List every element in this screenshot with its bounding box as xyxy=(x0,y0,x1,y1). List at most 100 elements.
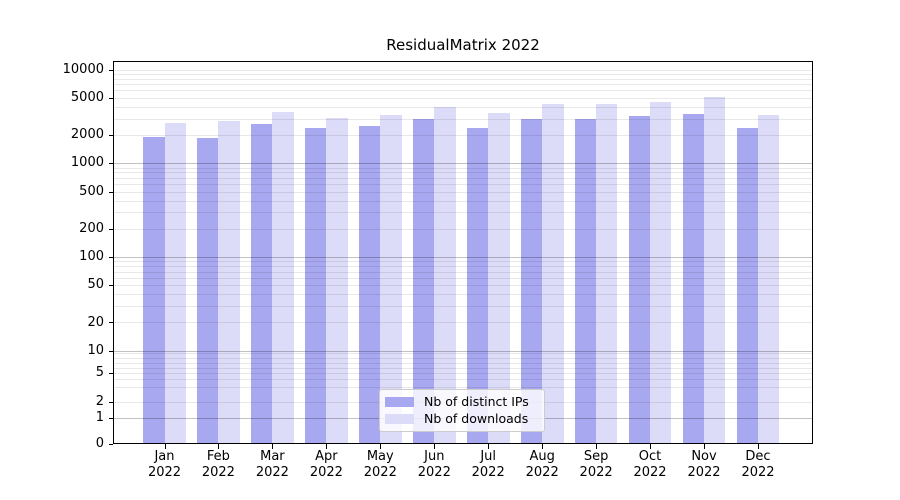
bar-downloads-sep xyxy=(596,104,618,444)
x-tick-month: Dec xyxy=(745,449,771,464)
legend: Nb of distinct IPs Nb of downloads xyxy=(379,389,545,432)
x-tick-label-jan-2022: Jan 2022 xyxy=(137,449,193,480)
x-tick-nov xyxy=(704,444,705,449)
gridline xyxy=(114,135,812,136)
x-tick-label-dec-2022: Dec 2022 xyxy=(730,449,786,480)
bar-distinct-ips-dec xyxy=(736,127,758,444)
bar-distinct-ips-jun xyxy=(412,118,435,444)
bar-downloads-oct xyxy=(650,102,672,444)
gridline xyxy=(114,212,812,213)
x-tick-label-jun-2022: Jun 2022 xyxy=(406,449,462,480)
x-tick-label-nov-2022: Nov 2022 xyxy=(676,449,732,480)
y-tick-label-50: 50 xyxy=(87,277,104,293)
y-tick-200 xyxy=(109,229,113,230)
x-tick-month: May xyxy=(366,449,394,464)
y-tick-label-10000: 10000 xyxy=(62,61,104,77)
x-tick-jan xyxy=(165,444,166,449)
gridline xyxy=(114,368,812,369)
y-tick-label-0: 0 xyxy=(95,435,104,451)
gridline xyxy=(114,306,812,307)
bar-downloads-mar xyxy=(272,112,294,444)
x-tick-month: Jul xyxy=(480,449,497,464)
x-tick-month: Feb xyxy=(206,449,230,464)
x-tick-label-apr-2022: Apr 2022 xyxy=(298,449,354,480)
bar-distinct-ips-oct xyxy=(628,116,651,444)
gridline xyxy=(114,229,812,230)
y-tick-2000 xyxy=(109,135,113,136)
x-tick-month: Nov xyxy=(691,449,717,464)
x-tick-jul xyxy=(488,444,489,449)
legend-label-downloads: Nb of downloads xyxy=(424,411,529,426)
bar-downloads-jul xyxy=(488,112,510,444)
x-tick-feb xyxy=(218,444,219,449)
gridline xyxy=(114,272,812,273)
legend-label-distinct-ips: Nb of distinct IPs xyxy=(424,394,529,409)
bar-downloads-aug xyxy=(542,103,564,444)
y-tick-10000 xyxy=(109,70,113,71)
x-tick-month: Apr xyxy=(315,449,338,464)
x-tick-year: 2022 xyxy=(363,464,397,480)
x-tick-apr xyxy=(326,444,327,449)
x-tick-year: 2022 xyxy=(255,464,289,480)
y-tick-10 xyxy=(109,351,113,352)
gridline xyxy=(114,201,812,202)
y-tick-label-200: 200 xyxy=(79,220,104,236)
y-tick-0 xyxy=(109,444,113,445)
x-tick-year: 2022 xyxy=(417,464,451,480)
gridline xyxy=(114,351,812,352)
x-tick-year: 2022 xyxy=(633,464,667,480)
x-tick-aug xyxy=(542,444,543,449)
bar-distinct-ips-jul xyxy=(466,127,489,444)
x-tick-label-aug-2022: Aug 2022 xyxy=(514,449,570,480)
gridline xyxy=(114,90,812,91)
gridline xyxy=(114,74,812,75)
gridline xyxy=(114,379,812,380)
gridline xyxy=(114,322,812,323)
y-tick-5 xyxy=(109,373,113,374)
x-tick-year: 2022 xyxy=(201,464,235,480)
x-tick-year: 2022 xyxy=(579,464,613,480)
gridline xyxy=(114,358,812,359)
gridline xyxy=(114,285,812,286)
bar-distinct-ips-apr xyxy=(305,128,327,444)
bar-distinct-ips-jan xyxy=(143,137,165,444)
x-tick-month: Sep xyxy=(583,449,609,464)
y-tick-5000 xyxy=(109,98,113,99)
y-tick-label-1: 1 xyxy=(95,409,104,425)
chart-title: ResidualMatrix 2022 xyxy=(386,36,540,54)
bar-downloads-nov xyxy=(704,97,726,444)
y-tick-label-2: 2 xyxy=(95,393,104,409)
bar-downloads-jan xyxy=(164,122,186,444)
bar-distinct-ips-aug xyxy=(520,118,543,444)
x-tick-sep xyxy=(596,444,597,449)
gridline xyxy=(114,107,812,108)
y-tick-label-500: 500 xyxy=(79,183,104,199)
y-tick-label-5000: 5000 xyxy=(70,89,104,105)
x-tick-may xyxy=(380,444,381,449)
x-tick-month: Jan xyxy=(154,449,175,464)
gridline xyxy=(114,84,812,85)
x-tick-year: 2022 xyxy=(309,464,343,480)
gridline xyxy=(114,278,812,279)
gridline xyxy=(114,70,812,71)
y-tick-20 xyxy=(109,322,113,323)
gridline xyxy=(114,163,812,164)
bar-downloads-dec xyxy=(758,115,780,444)
x-tick-oct xyxy=(650,444,651,449)
x-tick-dec xyxy=(758,444,759,449)
x-tick-month: Oct xyxy=(638,449,662,464)
y-tick-label-10: 10 xyxy=(87,342,104,358)
x-tick-label-jul-2022: Jul 2022 xyxy=(460,449,516,480)
gridline xyxy=(114,79,812,80)
y-tick-100 xyxy=(109,257,113,258)
bar-distinct-ips-nov xyxy=(682,114,704,444)
x-tick-month: Aug xyxy=(529,449,555,464)
gridline xyxy=(114,119,812,120)
x-tick-label-may-2022: May 2022 xyxy=(352,449,408,480)
x-tick-label-sep-2022: Sep 2022 xyxy=(568,449,624,480)
legend-item-downloads: Nb of downloads xyxy=(385,412,544,426)
gridline xyxy=(114,294,812,295)
x-tick-year: 2022 xyxy=(471,464,505,480)
x-tick-year: 2022 xyxy=(525,464,559,480)
